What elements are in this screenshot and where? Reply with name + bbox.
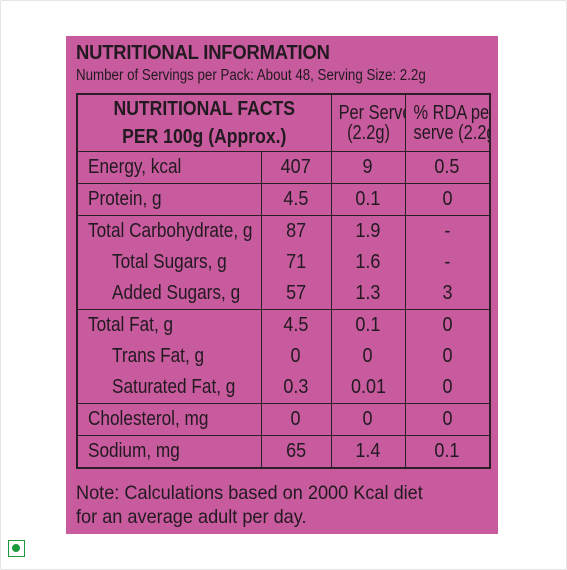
table-row: Protein, g 4.5 0.1 0 [76, 183, 491, 216]
value-rda: 3 [442, 282, 453, 304]
value-rda: 0 [442, 408, 453, 430]
header-rda: % RDA per serve (2.2g) [404, 94, 491, 152]
table-row: Saturated Fat, g 0.3 0.01 0 [76, 372, 491, 404]
nutrient-name: Added Sugars, g [112, 282, 241, 304]
header-facts-per-100g: NUTRITIONAL FACTS PER 100g (Approx.) [76, 94, 332, 152]
value-per-serve: 1.9 [355, 220, 381, 242]
table-row: Total Fat, g 4.5 0.1 0 [76, 309, 491, 341]
table-row: Energy, kcal 407 9 0.5 [76, 151, 491, 184]
value-per-serve: 0 [363, 408, 374, 430]
table-header-row: NUTRITIONAL FACTS PER 100g (Approx.) Per… [76, 94, 491, 152]
value-per-100g: 407 [280, 156, 312, 178]
nutrient-name: Trans Fat, g [112, 345, 205, 367]
nutrition-table: NUTRITIONAL FACTS PER 100g (Approx.) Per… [76, 93, 492, 469]
footnote-line-1: Note: Calculations based on 2000 Kcal di… [76, 482, 423, 504]
value-rda: - [444, 251, 451, 273]
nutrient-name: Energy, kcal [88, 156, 182, 178]
value-per-100g: 71 [285, 251, 307, 273]
value-rda: 0 [442, 345, 453, 367]
value-per-serve: 0 [363, 345, 374, 367]
label-title: NUTRITIONAL INFORMATION [76, 42, 330, 64]
value-per-100g: 65 [285, 440, 307, 462]
value-per-serve: 0.1 [355, 188, 381, 210]
value-per-serve: 1.6 [355, 251, 381, 273]
value-per-serve: 1.4 [355, 440, 381, 462]
nutrient-name: Sodium, mg [88, 440, 180, 462]
nutrient-name: Total Fat, g [88, 314, 174, 336]
value-per-100g: 0 [290, 345, 302, 367]
nutrition-label: NUTRITIONAL INFORMATION Number of Servin… [66, 36, 498, 534]
value-rda: 0 [442, 314, 453, 336]
value-rda: 0.5 [434, 156, 460, 178]
value-per-serve: 0.1 [355, 314, 381, 336]
table-row: Added Sugars, g 57 1.3 3 [76, 278, 491, 310]
footnote-line-2: for an average adult per day. [76, 506, 307, 528]
value-rda: 0 [442, 376, 453, 398]
value-per-100g: 87 [285, 220, 307, 242]
nutrient-name: Cholesterol, mg [88, 408, 209, 430]
label-subtitle: Number of Servings per Pack: About 48, S… [76, 67, 426, 84]
value-rda: 0 [442, 188, 453, 210]
table-row: Sodium, mg 65 1.4 0.1 [76, 435, 491, 468]
value-per-serve: 9 [363, 156, 374, 178]
value-rda: - [444, 220, 451, 242]
value-per-100g: 4.5 [283, 188, 309, 210]
value-per-100g: 0 [290, 408, 302, 430]
value-per-serve: 1.3 [355, 282, 381, 304]
header-per-serve: Per Serve (2.2g) [330, 94, 406, 152]
table-row: Trans Fat, g 0 0 0 [76, 341, 491, 372]
value-rda: 0.1 [434, 440, 460, 462]
value-per-serve: 0.01 [350, 376, 386, 398]
nutrient-name: Saturated Fat, g [112, 376, 236, 398]
value-per-100g: 4.5 [283, 314, 309, 336]
value-per-100g: 0.3 [283, 376, 309, 398]
value-per-100g: 57 [285, 282, 307, 304]
nutrient-name: Total Carbohydrate, g [88, 220, 253, 242]
nutrient-name: Protein, g [88, 188, 162, 210]
table-row: Total Carbohydrate, g 87 1.9 - [76, 215, 491, 247]
table-row: Total Sugars, g 71 1.6 - [76, 247, 491, 278]
table-row: Cholesterol, mg 0 0 0 [76, 403, 491, 436]
footnote: Note: Calculations based on 2000 Kcal di… [76, 481, 467, 529]
nutrient-name: Total Sugars, g [112, 251, 227, 273]
vegetarian-mark-icon [8, 540, 25, 557]
